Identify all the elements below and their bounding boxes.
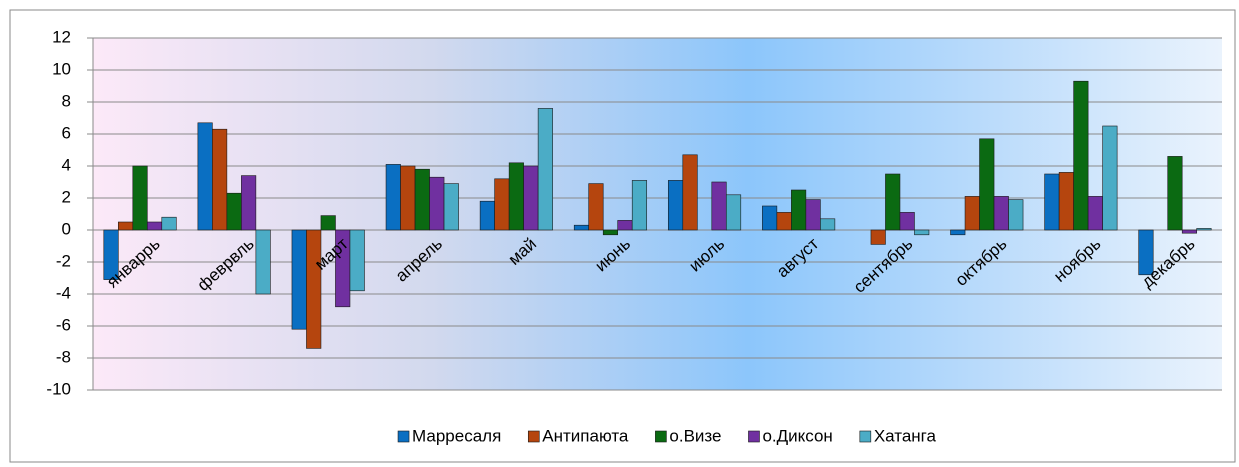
bar [523,165,539,231]
y-tick-label: -6 [56,315,71,334]
bar [791,189,807,231]
y-tick-label: -4 [56,283,71,302]
legend-label: о.Визе [669,426,721,445]
y-tick-label: 2 [62,187,71,206]
y-tick-label: 8 [62,91,71,110]
plot-area [93,38,1222,390]
bar [161,216,177,231]
bar [1181,229,1198,234]
legend-swatch [748,430,760,443]
bar [320,215,336,231]
bar [241,175,257,231]
y-tick-label: 6 [62,123,71,142]
bar [197,122,213,231]
bar [508,162,524,231]
bar [805,199,821,231]
legend-label: Хатанга [874,426,937,445]
bar [602,229,619,236]
bar [711,181,727,231]
bar [682,154,698,231]
bar [1196,228,1212,231]
bar [443,183,459,231]
bar [820,218,836,231]
legend-swatch [397,430,410,443]
bar [1087,196,1103,231]
bar [979,138,995,231]
bar [885,173,901,231]
bar [1073,80,1089,231]
legend-label: Марресаля [412,426,501,445]
legend-swatch [655,430,667,443]
bar [1167,156,1183,231]
bar [964,196,980,231]
bar [1044,173,1060,231]
y-tick-label: 0 [62,219,71,238]
bar [132,165,148,231]
bar [631,180,648,231]
y-tick-label: -2 [56,251,71,270]
bar [1058,172,1074,231]
bar [494,178,510,231]
legend-label: Антипаюта [542,426,629,445]
legend-label: о.Диксон [762,426,832,445]
bar [1138,229,1154,276]
bar [479,200,495,231]
bar [400,165,416,231]
bar [212,128,228,231]
bar [899,212,915,231]
bar [1102,125,1118,231]
bar [762,205,778,231]
bar [306,229,322,349]
bar [537,108,553,231]
bar [950,229,966,236]
bar [993,196,1009,231]
bar [776,212,792,231]
legend-swatch [527,430,540,443]
bar [725,194,742,231]
y-tick-label: -8 [56,347,71,366]
bar [146,221,163,231]
y-tick-label: 4 [62,155,71,174]
y-tick-label: 12 [52,27,71,46]
bar [385,164,401,231]
y-tick-label: -10 [46,379,71,398]
bar [1008,199,1024,231]
bar [255,229,271,295]
bar [414,168,430,231]
bar [617,220,633,231]
bar [914,229,930,236]
y-tick-label: 10 [52,59,71,78]
legend-swatch [859,430,872,443]
bar [117,221,134,231]
bar [226,192,242,231]
bar [588,183,604,231]
bar [667,180,684,231]
bar [573,224,590,231]
bar [349,229,365,292]
bar [103,229,119,280]
bar [429,176,445,231]
bar [291,229,307,330]
bar [870,229,886,245]
